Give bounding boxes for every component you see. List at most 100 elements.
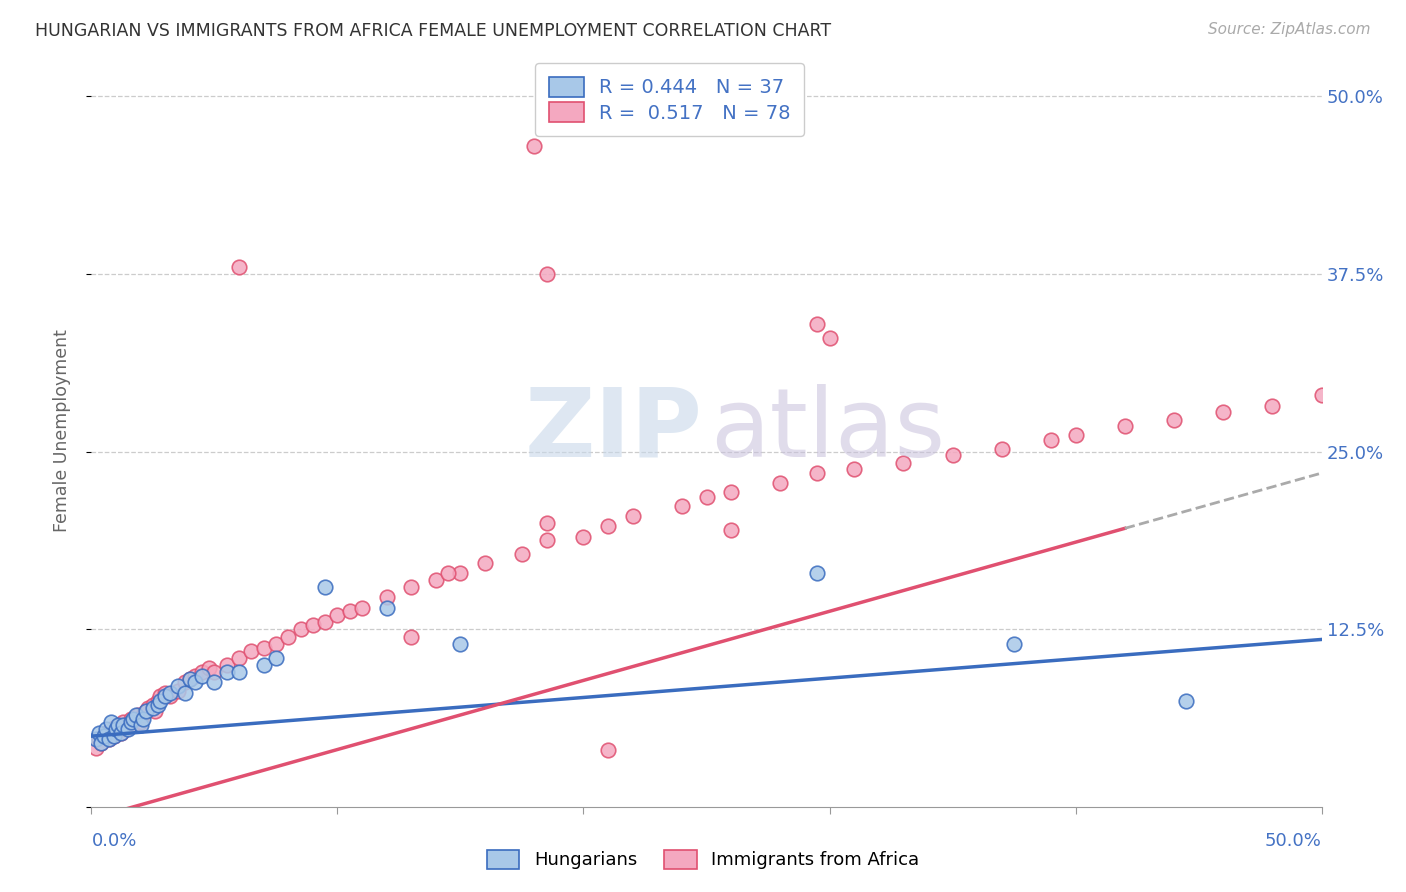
Point	[842, 462, 865, 476]
Point	[671, 499, 693, 513]
Point	[117, 722, 139, 736]
Point	[1310, 388, 1333, 402]
Point	[112, 718, 135, 732]
Point	[695, 490, 717, 504]
Point	[132, 707, 155, 722]
Point	[326, 608, 349, 623]
Point	[1175, 693, 1198, 707]
Point	[510, 547, 533, 561]
Text: HUNGARIAN VS IMMIGRANTS FROM AFRICA FEMALE UNEMPLOYMENT CORRELATION CHART: HUNGARIAN VS IMMIGRANTS FROM AFRICA FEMA…	[35, 22, 831, 40]
Point	[149, 693, 172, 707]
Point	[159, 690, 181, 704]
Point	[891, 456, 914, 470]
Point	[215, 658, 238, 673]
Point	[145, 704, 166, 718]
Point	[93, 729, 115, 743]
Point	[1261, 399, 1284, 413]
Point	[449, 637, 471, 651]
Point	[117, 718, 139, 732]
Point	[228, 260, 250, 274]
Point	[375, 590, 398, 604]
Point	[179, 673, 201, 687]
Point	[990, 442, 1012, 456]
Point	[253, 640, 276, 655]
Point	[191, 669, 214, 683]
Text: ZIP: ZIP	[524, 384, 703, 477]
Point	[153, 686, 177, 700]
Point	[621, 508, 644, 523]
Point	[96, 726, 117, 740]
Point	[122, 718, 145, 732]
Point	[536, 267, 558, 281]
Point	[129, 714, 152, 729]
Point	[818, 331, 841, 345]
Point	[112, 714, 135, 729]
Point	[87, 726, 110, 740]
Point	[806, 466, 828, 480]
Point	[1002, 637, 1025, 651]
Legend: R = 0.444   N = 37, R =  0.517   N = 78: R = 0.444 N = 37, R = 0.517 N = 78	[534, 63, 804, 136]
Point	[352, 601, 374, 615]
Point	[153, 690, 177, 704]
Point	[100, 722, 122, 736]
Text: atlas: atlas	[710, 384, 945, 477]
Point	[174, 675, 197, 690]
Point	[90, 736, 112, 750]
Point	[474, 556, 496, 570]
Text: Source: ZipAtlas.com: Source: ZipAtlas.com	[1208, 22, 1371, 37]
Point	[103, 729, 125, 743]
Point	[215, 665, 238, 680]
Point	[96, 722, 117, 736]
Point	[301, 618, 323, 632]
Point	[253, 658, 276, 673]
Point	[1114, 419, 1136, 434]
Point	[523, 139, 546, 153]
Point	[264, 651, 287, 665]
Point	[174, 686, 197, 700]
Point	[183, 675, 207, 690]
Point	[806, 317, 828, 331]
Point	[93, 729, 115, 743]
Point	[1163, 413, 1185, 427]
Y-axis label: Female Unemployment: Female Unemployment	[52, 329, 70, 532]
Point	[90, 736, 112, 750]
Point	[449, 566, 471, 580]
Point	[941, 448, 963, 462]
Point	[146, 693, 169, 707]
Point	[314, 580, 336, 594]
Point	[183, 669, 207, 683]
Point	[228, 665, 250, 680]
Point	[720, 484, 742, 499]
Point	[135, 704, 156, 718]
Point	[86, 740, 108, 755]
Point	[122, 712, 145, 726]
Point	[399, 580, 422, 594]
Point	[142, 700, 165, 714]
Point	[1212, 405, 1234, 419]
Point	[100, 714, 122, 729]
Point	[124, 707, 146, 722]
Point	[129, 718, 152, 732]
Point	[166, 683, 188, 698]
Point	[596, 743, 619, 757]
Point	[339, 604, 361, 618]
Point	[536, 516, 558, 530]
Text: 0.0%: 0.0%	[91, 831, 136, 849]
Point	[806, 566, 828, 580]
Legend: Hungarians, Immigrants from Africa: Hungarians, Immigrants from Africa	[478, 841, 928, 879]
Point	[277, 630, 299, 644]
Point	[179, 673, 201, 687]
Point	[124, 712, 146, 726]
Point	[120, 714, 142, 729]
Point	[425, 573, 447, 587]
Point	[149, 690, 172, 704]
Point	[107, 718, 129, 732]
Point	[198, 661, 221, 675]
Point	[1064, 427, 1087, 442]
Point	[314, 615, 336, 630]
Point	[120, 712, 142, 726]
Point	[202, 665, 225, 680]
Point	[136, 700, 159, 714]
Point	[107, 718, 129, 732]
Point	[86, 731, 108, 746]
